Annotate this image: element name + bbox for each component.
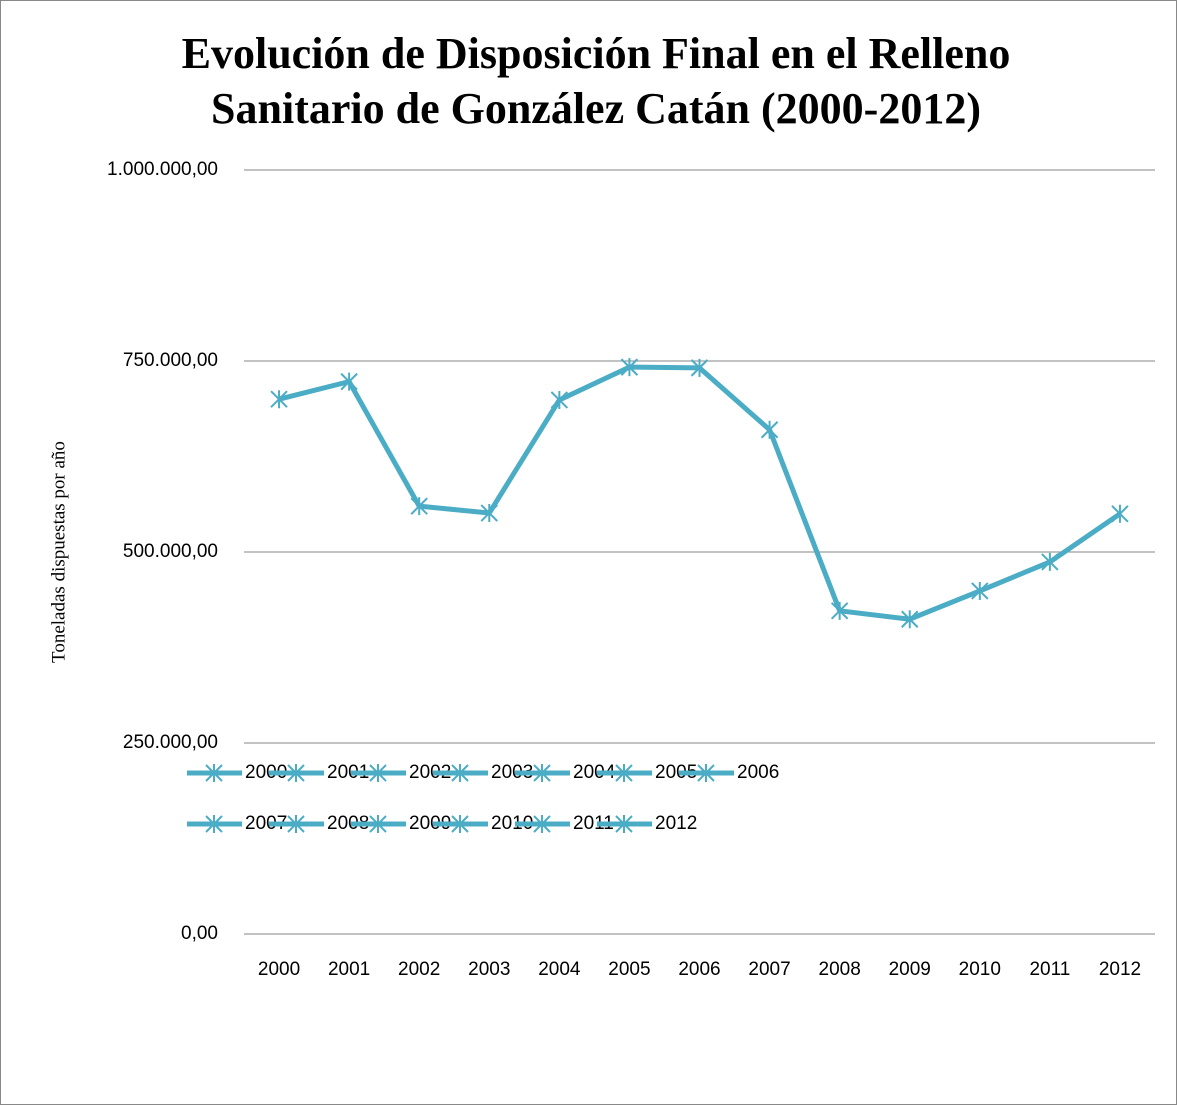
- data-point: [971, 581, 989, 600]
- legend-label: 2009: [409, 813, 451, 834]
- data-point: [410, 497, 428, 516]
- legend-label: 2006: [737, 762, 779, 783]
- y-axis-title: Toneladas dispuestas por año: [48, 441, 69, 663]
- legend-marker: [533, 764, 551, 782]
- y-tick-label: 1.000.000,00: [107, 159, 218, 180]
- x-tick-label: 2002: [398, 959, 440, 980]
- legend-label: 2012: [655, 813, 697, 834]
- legend-marker: [205, 815, 223, 833]
- x-tick-label: 2000: [258, 959, 300, 980]
- data-point: [340, 372, 358, 391]
- legend-label: 2010: [491, 813, 533, 834]
- x-tick-label: 2008: [819, 959, 861, 980]
- x-tick-label: 2001: [328, 959, 370, 980]
- data-point: [830, 601, 849, 620]
- legend-label: 2000: [245, 762, 287, 783]
- y-tick-label: 250.000,00: [123, 732, 218, 753]
- x-tick-label: 2010: [959, 959, 1001, 980]
- legend-marker: [533, 815, 551, 833]
- chart-title: Evolución de Disposición Final en el Rel…: [182, 29, 1011, 78]
- legend-marker: [697, 764, 715, 782]
- legend-marker: [369, 815, 387, 833]
- legend-marker: [205, 764, 223, 782]
- data-point: [901, 610, 919, 629]
- legend-marker: [451, 764, 469, 782]
- legend-label: 2002: [409, 762, 451, 783]
- legend-marker: [615, 764, 633, 782]
- data-point: [620, 358, 639, 377]
- x-tick-label: 2005: [608, 959, 650, 980]
- legend-label: 2011: [573, 813, 614, 834]
- data-point: [690, 358, 709, 377]
- legend-label: 2001: [327, 762, 369, 783]
- x-tick-label: 2006: [678, 959, 720, 980]
- data-point: [480, 504, 498, 523]
- chart-title: Sanitario de González Catán (2000-2012): [211, 84, 981, 133]
- x-tick-label: 2009: [889, 959, 931, 980]
- legend-label: 2005: [655, 762, 697, 783]
- x-tick-label: 2007: [748, 959, 790, 980]
- legend-marker: [615, 815, 633, 833]
- x-tick-label: 2011: [1029, 959, 1070, 980]
- x-tick-label: 2012: [1099, 959, 1141, 980]
- data-point: [550, 390, 569, 409]
- legend-marker: [369, 764, 387, 782]
- data-point: [1111, 504, 1129, 523]
- legend-label: 2008: [327, 813, 369, 834]
- x-tick-label: 2004: [538, 959, 581, 980]
- legend-label: 2007: [245, 813, 287, 834]
- legend-marker: [287, 764, 305, 782]
- y-tick-label: 0,00: [181, 923, 218, 944]
- legend-label: 2003: [491, 762, 533, 783]
- data-point: [760, 420, 779, 439]
- y-tick-label: 750.000,00: [123, 350, 218, 371]
- legend-marker: [451, 815, 469, 833]
- legend-label: 2004: [573, 762, 616, 783]
- y-tick-label: 500.000,00: [123, 541, 218, 562]
- legend-marker: [287, 815, 305, 833]
- x-tick-label: 2003: [468, 959, 510, 980]
- data-point: [1041, 552, 1059, 571]
- data-point: [270, 390, 288, 409]
